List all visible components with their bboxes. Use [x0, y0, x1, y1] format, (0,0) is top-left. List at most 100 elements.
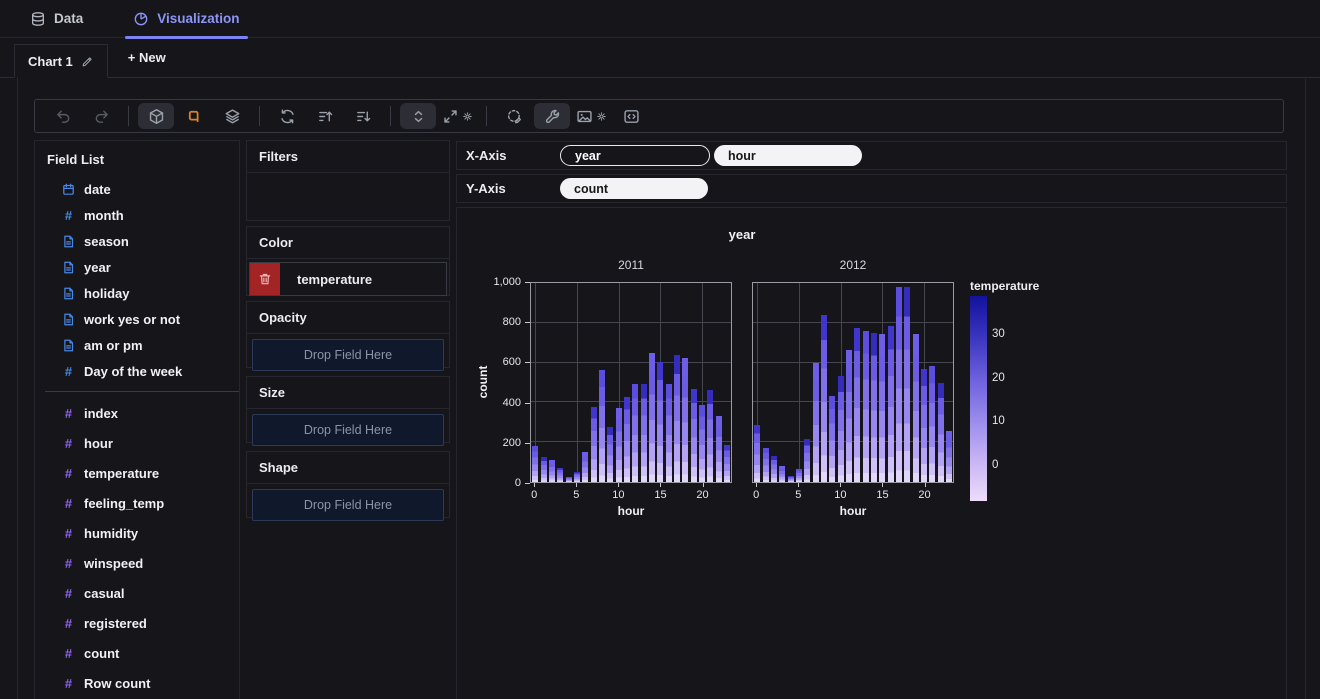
export-image-icon — [576, 108, 593, 125]
legend-tick-label: 10 — [992, 415, 1005, 427]
field-item-date[interactable]: date — [35, 176, 239, 202]
field-pill-hour[interactable]: hour — [714, 145, 862, 166]
field-item-temperature[interactable]: #temperature — [35, 458, 239, 488]
field-item-winspeed[interactable]: #winspeed — [35, 548, 239, 578]
bar-hour-23 — [724, 445, 730, 482]
x-tick-label: 5 — [786, 489, 810, 501]
field-item-month[interactable]: #month — [35, 202, 239, 228]
toolbar-divider — [390, 106, 391, 126]
gridline — [753, 322, 953, 323]
scale-settings-button[interactable] — [438, 103, 477, 129]
field-item-season[interactable]: season — [35, 228, 239, 254]
bar-hour-7 — [813, 363, 819, 482]
bar-hour-2 — [771, 456, 777, 482]
bar-hour-4 — [566, 477, 572, 482]
field-item-label: count — [84, 646, 119, 661]
trash-icon — [258, 272, 272, 286]
color-section: Color temperature — [246, 226, 450, 296]
bar-hour-9 — [607, 427, 613, 482]
y-axis-shelf[interactable]: Y-Axis count — [456, 174, 1287, 203]
bar-hour-9 — [829, 396, 835, 482]
size-header: Size — [247, 377, 449, 409]
x-axis-pills: yearhour — [560, 145, 866, 166]
field-item-holiday[interactable]: holiday — [35, 280, 239, 306]
field-item-row-count[interactable]: #Row count — [35, 668, 239, 698]
text-field-icon — [62, 235, 75, 248]
bar-hour-20 — [699, 405, 705, 482]
shape-dropzone[interactable]: Drop Field Here — [252, 489, 444, 521]
x-tick-mark — [798, 483, 799, 487]
hash-icon: # — [62, 496, 75, 511]
field-item-casual[interactable]: #casual — [35, 578, 239, 608]
bar-hour-19 — [913, 334, 919, 482]
export-code-button[interactable] — [613, 103, 649, 129]
chart-tab-active[interactable]: Chart 1 — [14, 44, 108, 78]
x-axis-shelf[interactable]: X-Axis yearhour — [456, 141, 1287, 170]
size-dropzone[interactable]: Drop Field Here — [252, 414, 444, 446]
bar-hour-4 — [788, 476, 794, 482]
color-header: Color — [247, 227, 449, 259]
bar-hour-6 — [804, 439, 810, 482]
new-chart-label: + New — [128, 50, 166, 65]
axes-resize-button[interactable] — [400, 103, 436, 129]
bar-hour-5 — [574, 472, 580, 482]
bar-hour-3 — [779, 466, 785, 482]
field-pill-count[interactable]: count — [560, 178, 708, 199]
toolbar-divider — [486, 106, 487, 126]
sort-ascending-button[interactable] — [307, 103, 343, 129]
y-tick-mark — [525, 443, 530, 444]
chart-canvas: year count temperature 3020100 201105101… — [456, 207, 1287, 699]
new-chart-button[interactable]: + New — [108, 37, 186, 77]
hash-icon: # — [62, 556, 75, 571]
field-item-label: work yes or not — [84, 312, 180, 327]
remove-color-field-button[interactable] — [250, 263, 280, 295]
toolbar-divider — [128, 106, 129, 126]
transpose-button[interactable] — [269, 103, 305, 129]
bar-hour-0 — [754, 425, 760, 482]
bar-hour-10 — [616, 408, 622, 482]
hash-icon: # — [62, 436, 75, 451]
tab-data[interactable]: Data — [24, 0, 89, 37]
field-item-work-yes-or-not[interactable]: work yes or not — [35, 306, 239, 332]
bar-hour-16 — [666, 384, 672, 483]
x-tick-label: 20 — [913, 489, 937, 501]
field-item-index[interactable]: #index — [35, 398, 239, 428]
bar-hour-3 — [557, 468, 563, 482]
y-tick-mark — [525, 483, 530, 484]
filters-dropzone[interactable] — [247, 173, 449, 221]
y-tick-label: 400 — [459, 397, 521, 409]
field-item-label: date — [84, 182, 111, 197]
field-item-registered[interactable]: #registered — [35, 608, 239, 638]
field-item-feeling-temp[interactable]: #feeling_temp — [35, 488, 239, 518]
field-item-count[interactable]: #count — [35, 638, 239, 668]
mark-select-button[interactable] — [176, 103, 212, 129]
color-field-chip[interactable]: temperature — [249, 262, 447, 296]
field-item-hour[interactable]: #hour — [35, 428, 239, 458]
opacity-dropzone[interactable]: Drop Field Here — [252, 339, 444, 371]
facet-plot-2011 — [530, 282, 732, 483]
bar-hour-21 — [707, 390, 713, 482]
field-item-am-or-pm[interactable]: am or pm — [35, 332, 239, 358]
transpose-icon — [279, 108, 296, 125]
stack-mode-button[interactable] — [214, 103, 250, 129]
tab-visualization[interactable]: Visualization — [127, 0, 245, 37]
undo-button[interactable] — [45, 103, 81, 129]
redo-button[interactable] — [83, 103, 119, 129]
chart-tab-label: Chart 1 — [28, 54, 73, 69]
aggregation-button[interactable] — [138, 103, 174, 129]
field-item-humidity[interactable]: #humidity — [35, 518, 239, 548]
field-item-year[interactable]: year — [35, 254, 239, 280]
limit-button[interactable] — [496, 103, 532, 129]
x-tick-label: 15 — [870, 489, 894, 501]
x-axis-label: X-Axis — [457, 148, 560, 163]
field-pill-year[interactable]: year — [560, 145, 710, 166]
export-image-button[interactable] — [572, 103, 611, 129]
config-button[interactable] — [534, 103, 570, 129]
pencil-icon[interactable] — [81, 55, 94, 68]
sort-descending-button[interactable] — [345, 103, 381, 129]
facet-plot-2012 — [752, 282, 954, 483]
facet-label: 2011 — [530, 258, 732, 272]
scale-settings-icon — [442, 108, 459, 125]
chart-facet-title: year — [530, 227, 954, 242]
field-item-day-of-the-week[interactable]: #Day of the week — [35, 358, 239, 384]
